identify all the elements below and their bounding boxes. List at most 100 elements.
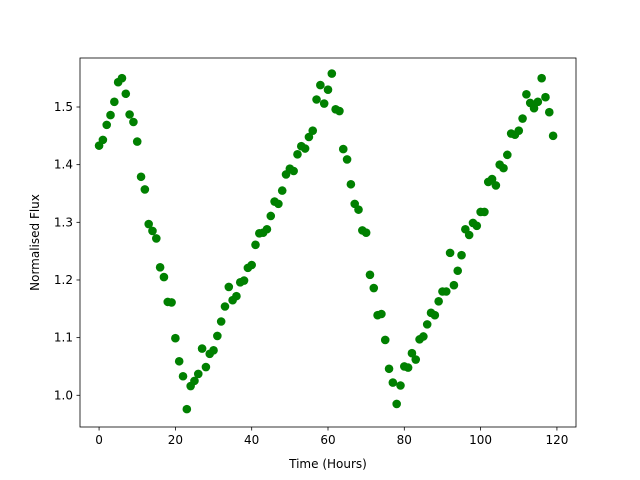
data-point: [251, 240, 260, 250]
data-point: [419, 332, 428, 341]
data-point: [304, 132, 314, 142]
data-point: [190, 376, 199, 386]
x-axis-ticks: 0 20 40 60 80 100 120: [95, 427, 568, 447]
data-point: [380, 335, 390, 345]
data-point: [197, 344, 207, 353]
data-point: [316, 80, 325, 90]
data-point: [216, 317, 226, 326]
data-point: [323, 85, 333, 95]
y-axis-label: Normalised Flux: [28, 194, 42, 291]
data-point: [155, 262, 165, 272]
data-point: [422, 320, 432, 329]
data-point: [239, 276, 249, 285]
y-tick-label: 1.5: [54, 100, 73, 114]
x-tick-label: 60: [320, 433, 335, 447]
data-point: [182, 404, 192, 414]
data-point: [171, 333, 180, 343]
data-point: [274, 199, 283, 209]
y-tick-label: 1.2: [54, 273, 73, 287]
y-tick-label: 1.1: [54, 331, 73, 345]
data-point: [396, 381, 405, 390]
data-point: [541, 92, 550, 102]
data-point: [148, 226, 157, 236]
data-point: [98, 135, 108, 145]
data-point: [125, 110, 134, 119]
x-tick-label: 80: [397, 433, 412, 447]
data-point: [377, 309, 386, 319]
data-point: [209, 346, 218, 355]
data-point: [224, 282, 234, 292]
data-point: [121, 89, 131, 99]
data-point: [300, 144, 310, 153]
x-tick-label: 20: [168, 433, 183, 447]
data-point: [407, 348, 417, 358]
data-point: [430, 310, 440, 320]
data-point: [102, 120, 112, 130]
data-point: [152, 234, 161, 243]
data-point: [117, 73, 127, 83]
data-point: [441, 287, 451, 296]
data-point: [411, 355, 421, 364]
data-point: [403, 363, 413, 372]
data-point: [232, 291, 241, 301]
y-tick-label: 1.3: [54, 215, 73, 229]
data-point: [140, 185, 150, 194]
data-point: [388, 378, 398, 387]
data-point: [354, 205, 363, 214]
data-point: [480, 207, 489, 217]
data-point: [167, 298, 176, 307]
data-point: [144, 219, 153, 229]
y-axis-ticks: 1.0 1.1 1.2 1.3 1.4 1.5: [54, 100, 80, 402]
data-point: [514, 126, 524, 135]
data-point: [262, 224, 272, 234]
data-point: [335, 106, 344, 116]
data-point: [434, 297, 443, 306]
data-point: [132, 137, 142, 146]
data-point: [178, 371, 188, 381]
data-point: [449, 280, 459, 290]
x-tick-label: 100: [469, 433, 492, 447]
data-point: [365, 270, 375, 280]
data-point: [308, 126, 318, 135]
data-point: [129, 117, 138, 127]
data-point: [110, 97, 119, 107]
data-point: [548, 131, 558, 141]
data-point: [457, 250, 466, 260]
data-point: [106, 110, 115, 120]
data-point: [369, 283, 379, 293]
plot-frame: [79, 57, 577, 428]
data-point: [522, 90, 531, 99]
data-point: [159, 272, 169, 282]
data-point: [277, 186, 287, 195]
data-point: [213, 331, 222, 341]
data-point: [342, 155, 352, 164]
data-point: [533, 97, 543, 107]
data-point: [487, 174, 497, 184]
data-point: [529, 103, 539, 113]
data-point: [491, 181, 501, 190]
data-point: [136, 172, 146, 182]
data-point: [247, 260, 256, 270]
data-point: [327, 69, 337, 78]
data-point: [293, 149, 302, 159]
data-point: [392, 399, 401, 409]
plot-area: [80, 58, 576, 427]
data-point: [312, 95, 321, 104]
x-tick-label: 40: [244, 433, 259, 447]
data-point: [220, 302, 230, 311]
data-point: [289, 166, 298, 176]
data-point: [346, 179, 356, 189]
data-point: [361, 228, 371, 237]
data-point: [201, 362, 211, 372]
data-point: [266, 211, 276, 221]
data-point: [503, 150, 512, 160]
y-tick-label: 1.0: [54, 388, 73, 402]
x-tick-label: 120: [545, 433, 568, 447]
data-points: [94, 69, 558, 414]
data-point: [193, 369, 203, 379]
y-tick-label: 1.4: [54, 158, 73, 172]
data-point: [338, 144, 348, 154]
data-point: [537, 73, 546, 83]
data-point: [445, 248, 455, 258]
